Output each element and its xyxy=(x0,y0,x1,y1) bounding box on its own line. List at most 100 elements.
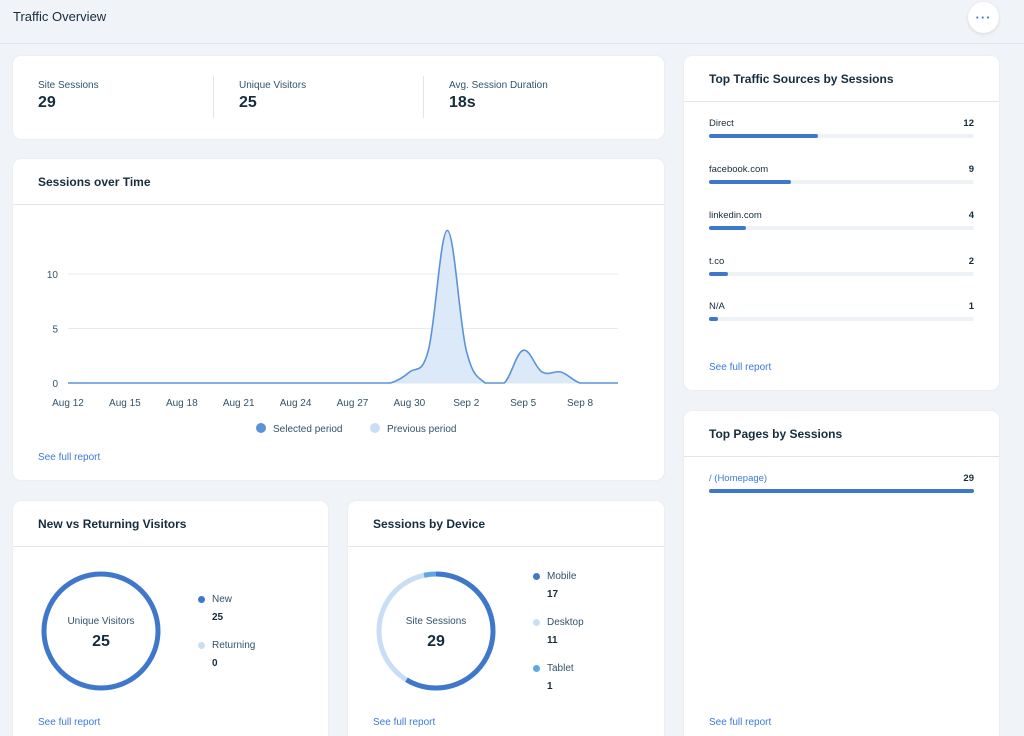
donut-center-value: 29 xyxy=(427,633,445,650)
traffic-sources-card: Top Traffic Sources by Sessions Direct 1… xyxy=(684,56,999,390)
legend-mobile: Mobile 17 xyxy=(533,571,576,600)
legend-tablet: Tablet 1 xyxy=(533,663,574,692)
source-row-direct: Direct 12 xyxy=(709,118,974,138)
source-bar-track xyxy=(709,134,974,138)
sessions-by-device-card: Sessions by Device Site Sessions 29 Mobi… xyxy=(348,501,664,736)
source-value: 12 xyxy=(963,118,974,129)
legend-value: 17 xyxy=(547,589,559,600)
source-bar-track xyxy=(709,226,974,230)
stat-site-sessions: Site Sessions 29 xyxy=(38,80,99,112)
x-tick-label: Sep 2 xyxy=(453,398,480,409)
selected-period-area xyxy=(68,230,618,383)
legend-dot xyxy=(533,619,540,626)
top-bar: Traffic Overview ··· xyxy=(0,0,1024,44)
device-donut: Site Sessions 29 xyxy=(376,571,496,691)
card-header: New vs Returning Visitors xyxy=(13,501,328,547)
new-vs-returning-card: New vs Returning Visitors Unique Visitor… xyxy=(13,501,328,736)
source-label: linkedin.com xyxy=(709,210,762,221)
x-tick-label: Aug 18 xyxy=(166,398,198,409)
source-bar xyxy=(709,180,792,184)
legend-new: New 25 xyxy=(198,594,232,623)
x-tick-label: Aug 21 xyxy=(223,398,255,409)
legend-returning: Returning 0 xyxy=(198,640,255,669)
source-row-tco: t.co 2 xyxy=(709,256,974,276)
source-bar-track xyxy=(709,317,974,321)
selected-period-line xyxy=(67,229,618,384)
donut-tablet-segment xyxy=(376,571,496,691)
source-label: N/A xyxy=(709,301,725,312)
source-label: t.co xyxy=(709,256,725,267)
source-value: 4 xyxy=(968,210,974,221)
card-title: New vs Returning Visitors xyxy=(38,516,187,531)
card-title: Top Traffic Sources by Sessions xyxy=(709,71,894,86)
stat-label: Unique Visitors xyxy=(239,80,307,91)
source-row-linkedin: linkedin.com 4 xyxy=(709,210,974,230)
legend-previous-label: Previous period xyxy=(387,424,456,435)
legend-dot xyxy=(533,573,540,580)
divider xyxy=(213,76,214,118)
card-title: Top Pages by Sessions xyxy=(709,426,843,441)
source-row-facebook: facebook.com 9 xyxy=(709,164,974,184)
x-tick-label: Aug 27 xyxy=(337,398,369,409)
x-tick-label: Sep 8 xyxy=(567,398,594,409)
device-full-report-link[interactable]: See full report xyxy=(373,717,436,728)
stat-label: Avg. Session Duration xyxy=(449,80,548,91)
stat-unique-visitors: Unique Visitors 25 xyxy=(239,80,306,112)
legend-selected-dot xyxy=(256,423,266,433)
more-options-button[interactable]: ··· xyxy=(968,2,999,33)
source-bar xyxy=(709,272,728,276)
stat-value: 29 xyxy=(38,94,56,111)
sources-full-report-link[interactable]: See full report xyxy=(709,362,772,373)
divider xyxy=(423,76,424,118)
source-value: 9 xyxy=(968,164,974,175)
card-header: Top Traffic Sources by Sessions xyxy=(684,56,999,102)
card-title: Sessions over Time xyxy=(38,174,151,189)
page-value: 29 xyxy=(963,473,974,484)
x-tick-label: Sep 5 xyxy=(510,398,537,409)
page-row-homepage[interactable]: / (Homepage) 29 xyxy=(709,473,974,493)
stat-label: Site Sessions xyxy=(38,80,99,91)
donut-center-label: Unique Visitors xyxy=(67,616,134,627)
y-tick-label: 0 xyxy=(52,379,58,390)
source-label: Direct xyxy=(709,118,734,129)
page-bar xyxy=(709,489,974,493)
card-title: Sessions by Device xyxy=(373,516,486,531)
legend-dot xyxy=(198,642,205,649)
source-bar-track xyxy=(709,180,974,184)
top-pages-card: Top Pages by Sessions / (Homepage) 29 Se… xyxy=(684,411,999,736)
visitors-full-report-link[interactable]: See full report xyxy=(38,717,101,728)
sessions-over-time-card: Sessions over Time 0 5 10 Aug 12 Aug 15 Aug … xyxy=(13,159,664,480)
legend-previous-dot xyxy=(370,423,380,433)
source-bar-track xyxy=(709,272,974,276)
legend-label: Returning xyxy=(212,640,256,651)
page-link[interactable]: / (Homepage) xyxy=(709,473,768,484)
source-row-na: N/A 1 xyxy=(709,301,974,321)
chart-legend: Selected period Previous period xyxy=(256,423,456,435)
source-value: 1 xyxy=(968,301,974,312)
x-tick-label: Aug 15 xyxy=(109,398,141,409)
source-value: 2 xyxy=(968,256,974,267)
source-bar xyxy=(709,317,719,321)
x-tick-label: Aug 30 xyxy=(394,398,426,409)
source-bar xyxy=(709,134,818,138)
y-tick-label: 10 xyxy=(47,270,59,281)
stat-avg-duration: Avg. Session Duration 18s xyxy=(449,80,548,112)
sessions-full-report-link[interactable]: See full report xyxy=(38,452,101,463)
source-label: facebook.com xyxy=(709,164,769,175)
page-title: Traffic Overview xyxy=(13,9,107,24)
legend-selected-label: Selected period xyxy=(273,424,343,435)
stat-value: 18s xyxy=(449,94,476,111)
donut-center-value: 25 xyxy=(92,633,110,650)
summary-card: Site Sessions 29 Unique Visitors 25 Avg.… xyxy=(13,56,664,139)
card-header: Top Pages by Sessions xyxy=(684,411,999,457)
legend-dot xyxy=(198,596,205,603)
legend-label: New xyxy=(212,594,233,605)
legend-value: 25 xyxy=(212,612,224,623)
donut-center-label: Site Sessions xyxy=(406,616,467,627)
page-bar-track xyxy=(709,489,974,493)
x-tick-label: Aug 12 xyxy=(52,398,84,409)
legend-value: 11 xyxy=(547,635,558,646)
pages-full-report-link[interactable]: See full report xyxy=(709,717,772,728)
y-tick-label: 5 xyxy=(52,325,58,336)
legend-desktop: Desktop 11 xyxy=(533,617,584,646)
